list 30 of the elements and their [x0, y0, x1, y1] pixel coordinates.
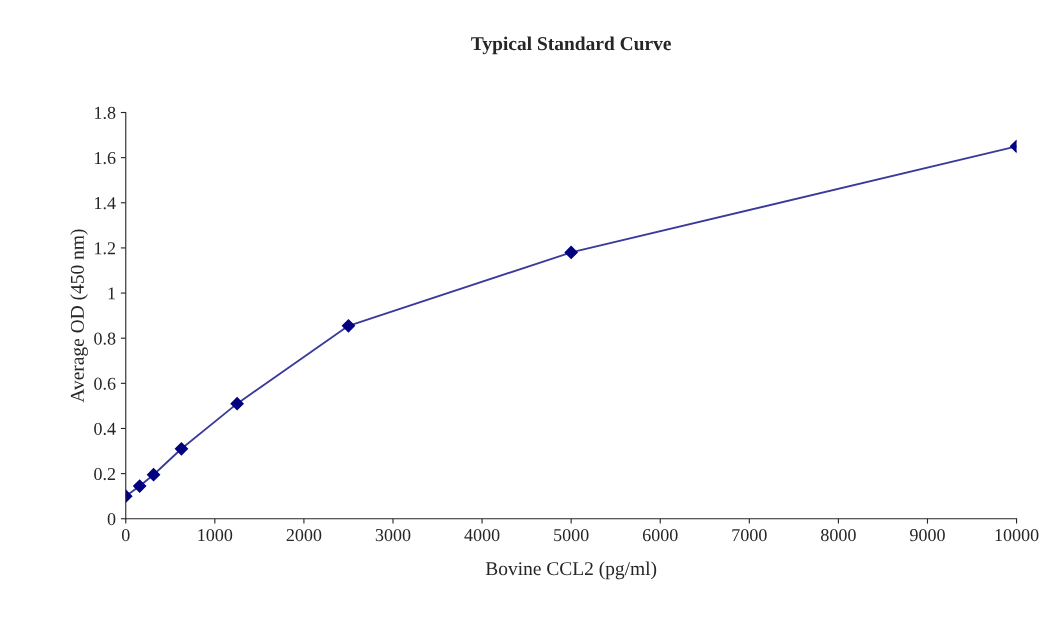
y-tick-label: 1.6: [95, 151, 116, 165]
point: [341, 319, 356, 333]
y-tick-label: 0.4: [94, 422, 116, 435]
x-tick-label: 5000: [554, 528, 589, 542]
x-tick-label: 7000: [732, 528, 767, 542]
x-tick-label: 4000: [464, 528, 500, 542]
y-tick-label: 1.8: [95, 106, 116, 120]
y-tick-label: 1.4: [95, 197, 116, 210]
y-tick-label: 0.2: [94, 467, 116, 481]
point: [133, 479, 147, 493]
x-tick-label: 6000: [642, 528, 678, 542]
x-tick-label: 2000: [286, 528, 322, 542]
y-tick-label: 0.6: [94, 377, 116, 390]
x-tick-label: 0: [121, 528, 130, 542]
point: [146, 468, 161, 482]
x-tick-label: 8000: [821, 528, 856, 542]
y-tick-label: 0.8: [94, 332, 116, 345]
x-tick-label: 9000: [910, 528, 945, 542]
y-tick-label: 0: [107, 513, 116, 526]
x-tick-label: 1000: [198, 528, 233, 542]
point: [564, 245, 578, 260]
point: [230, 397, 244, 411]
y-tick-label: 1: [108, 287, 115, 300]
point: [174, 442, 189, 456]
chart-title: Typical Standard Curve: [471, 36, 671, 55]
x-tick-label: 10000: [995, 528, 1039, 542]
y-tick-label: 1.2: [95, 242, 116, 255]
y-axis-title: Average OD (450 nm): [70, 229, 88, 403]
x-tick-label: 3000: [375, 528, 411, 542]
x-axis-title: Bovine CCL2 (pg/ml): [485, 561, 657, 580]
